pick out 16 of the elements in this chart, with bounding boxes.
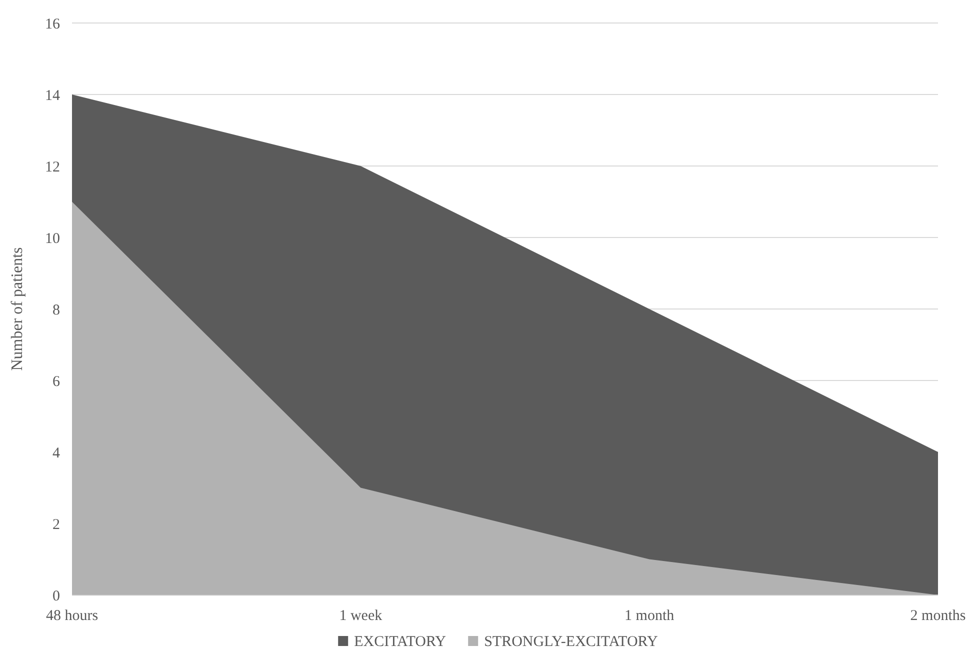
y-tick-label: 12 — [45, 159, 60, 176]
y-tick-label: 4 — [52, 445, 60, 462]
y-tick-label: 10 — [45, 230, 60, 247]
y-tick-label: 0 — [52, 588, 60, 604]
x-tick-label: 1 week — [339, 608, 383, 624]
y-tick-label: 16 — [45, 16, 60, 32]
x-tick-label: 1 month — [624, 608, 675, 624]
y-tick-label: 6 — [52, 374, 60, 390]
y-tick-label: 14 — [45, 88, 60, 104]
y-axis-title: Number of patients — [9, 247, 26, 371]
y-tick-label: 8 — [52, 302, 60, 318]
x-tick-label: 48 hours — [46, 608, 98, 624]
y-tick-label: 2 — [52, 516, 60, 533]
x-tick-label: 2 months — [910, 608, 966, 624]
legend-label: EXCITATORY — [354, 634, 446, 650]
legend-label: STRONGLY-EXCITATORY — [484, 634, 658, 650]
